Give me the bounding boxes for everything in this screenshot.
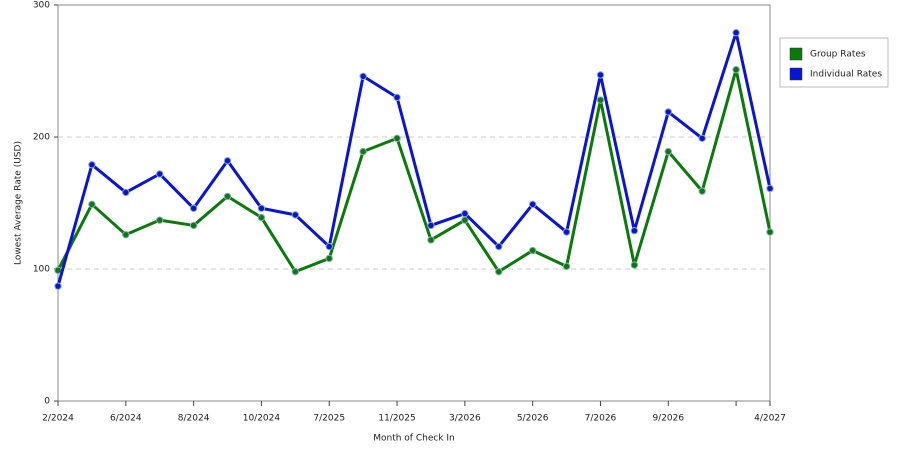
legend-label: Individual Rates xyxy=(810,70,882,80)
y-tick-label: 200 xyxy=(33,133,50,143)
legend-swatch xyxy=(789,47,803,61)
y-tick-label: 0 xyxy=(44,397,50,407)
data-point xyxy=(528,200,537,209)
data-point xyxy=(189,204,198,212)
data-point xyxy=(88,200,96,209)
data-point xyxy=(291,211,300,219)
data-point xyxy=(732,29,740,37)
x-tick-label: 11/2025 xyxy=(378,414,415,424)
x-tick-label: 4/2027 xyxy=(754,414,786,424)
legend-label: Group Rates xyxy=(810,50,866,60)
data-point xyxy=(732,65,740,74)
x-tick-label: 7/2026 xyxy=(585,414,617,424)
data-point xyxy=(393,93,401,102)
data-point xyxy=(698,187,706,195)
y-tick-label: 100 xyxy=(33,265,50,275)
data-point xyxy=(257,213,266,222)
data-point xyxy=(664,108,672,116)
data-point xyxy=(291,267,300,276)
data-point xyxy=(630,261,639,269)
data-point xyxy=(393,134,401,143)
data-point xyxy=(54,282,62,290)
data-point xyxy=(766,228,774,236)
data-point xyxy=(122,188,130,197)
data-point xyxy=(495,242,503,251)
x-tick-label: 8/2024 xyxy=(178,414,210,424)
data-point xyxy=(88,161,96,169)
x-tick-label: 10/2024 xyxy=(243,414,281,424)
legend-swatch xyxy=(789,67,803,81)
x-axis-label: Month of Check In xyxy=(373,434,455,444)
data-point xyxy=(189,221,198,230)
series-line xyxy=(56,31,772,287)
data-point xyxy=(156,170,164,178)
x-tick-label: 7/2025 xyxy=(313,414,345,424)
data-point xyxy=(664,147,672,156)
x-tick-label: 2/2024 xyxy=(42,414,74,424)
x-tick-label: 6/2024 xyxy=(110,414,142,424)
data-point xyxy=(257,204,266,212)
plot-frame xyxy=(57,4,771,402)
data-point xyxy=(359,72,367,80)
y-axis-label: Lowest Average Rate (USD) xyxy=(14,141,24,265)
data-point xyxy=(223,192,232,201)
data-point xyxy=(698,134,706,143)
data-point xyxy=(325,254,333,263)
data-point xyxy=(630,227,639,235)
x-tick-label: 9/2026 xyxy=(652,414,684,424)
data-point xyxy=(359,147,367,156)
data-point xyxy=(461,216,469,224)
data-point xyxy=(596,71,605,79)
data-point xyxy=(156,216,164,224)
data-point xyxy=(495,267,503,276)
data-point xyxy=(427,236,435,244)
x-tick-label: 3/2026 xyxy=(449,414,481,424)
data-point xyxy=(223,157,232,165)
data-point xyxy=(528,246,537,255)
data-point xyxy=(766,184,774,193)
data-point xyxy=(461,209,469,218)
data-point xyxy=(325,242,333,251)
series-line xyxy=(56,68,772,274)
data-point xyxy=(562,228,571,236)
data-point xyxy=(562,262,571,271)
data-point xyxy=(427,221,435,230)
y-tick-label: 300 xyxy=(33,1,50,11)
data-point xyxy=(122,230,130,239)
data-point xyxy=(596,96,605,104)
x-tick-label: 5/2026 xyxy=(517,414,549,424)
